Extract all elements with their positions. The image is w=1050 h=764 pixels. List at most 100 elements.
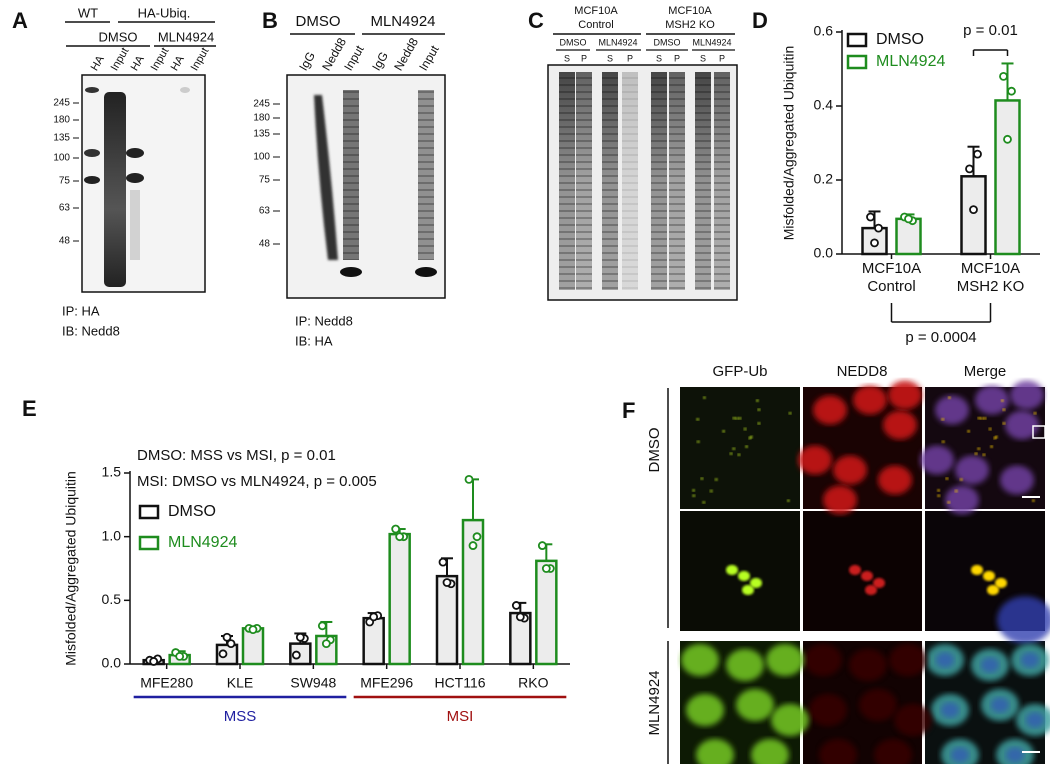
cell [994, 435, 998, 439]
blot-note: IB: Nedd8 [62, 323, 120, 338]
cell [853, 385, 887, 415]
cell [732, 447, 736, 450]
cell [977, 447, 981, 450]
annotation: p = 0.01 [963, 22, 1018, 39]
cell [1002, 422, 1006, 425]
cell [920, 445, 954, 475]
x-tick-label: MFE280 [140, 675, 193, 691]
cell-line-label: Control [578, 19, 613, 31]
cell [947, 501, 951, 504]
y-tick-label: 1.5 [102, 464, 122, 480]
cell [935, 395, 969, 425]
cell [889, 643, 927, 677]
bar [960, 175, 987, 256]
lane-label: Input [416, 42, 442, 73]
row-label: MLN4924 [646, 670, 663, 735]
cell-line-label: MCF10A [574, 5, 618, 17]
marker-label: 135 [253, 129, 270, 140]
x-tick-label-box: MCF10A Control [861, 260, 922, 295]
lane-bands [651, 72, 667, 290]
blot-note: IP: Nedd8 [295, 313, 353, 328]
cell [888, 380, 922, 410]
legend-label: MLN4924 [168, 534, 237, 551]
data-point [874, 223, 883, 233]
cell [861, 570, 873, 582]
cell [702, 501, 706, 504]
y-tick-label: 0.4 [814, 97, 834, 113]
cell [743, 427, 747, 431]
treatment-label: DMSO [296, 13, 341, 30]
cell [686, 693, 724, 727]
cell [849, 564, 861, 576]
cell [954, 489, 958, 493]
marker-label: 63 [59, 203, 71, 214]
data-point [395, 532, 405, 542]
data-point [295, 632, 305, 642]
data-point [175, 651, 185, 661]
annotation: MSI: DMSO vs MLN4924, p = 0.005 [137, 473, 377, 490]
error-bar [967, 145, 980, 177]
group-label: MSS [224, 708, 257, 725]
cell [738, 570, 750, 582]
y-tick-label: 0.5 [102, 591, 122, 607]
blot-a [81, 74, 206, 293]
panel-letter: D [752, 8, 768, 33]
cell [873, 577, 885, 589]
legend-swatch [846, 54, 868, 70]
cell [798, 445, 832, 475]
cell [947, 396, 951, 399]
x-tick-label: RKO [518, 675, 548, 691]
cell [696, 738, 734, 764]
y-axis-label: Misfolded/Aggregated Ubiquitin [63, 471, 79, 666]
cell [874, 738, 912, 764]
cell [997, 596, 1050, 644]
legend-label: DMSO [876, 31, 924, 48]
data-point [321, 639, 331, 649]
y-tick-label: 1.0 [102, 527, 122, 543]
cell [809, 693, 847, 727]
blot-note: IP: HA [62, 303, 100, 318]
cell [865, 584, 877, 596]
cell [1000, 465, 1034, 495]
data-point [999, 72, 1008, 81]
cell [990, 445, 994, 448]
cell [709, 489, 713, 493]
data-point [515, 612, 525, 622]
marker-label: 75 [59, 176, 71, 187]
lane-bands [576, 72, 592, 290]
cell [738, 417, 742, 420]
cell [955, 455, 989, 485]
cell [971, 564, 983, 576]
data-point [248, 625, 258, 635]
panel-letter: B [262, 8, 278, 33]
bar [895, 217, 922, 256]
treatment-label: DMSO [99, 29, 138, 44]
data-point [369, 612, 379, 622]
cell-line-label: MSH2 KO [665, 19, 715, 31]
panel-letter: E [22, 396, 37, 421]
data-point [541, 564, 551, 573]
lane-label: HA [129, 53, 147, 73]
annotation: p = 0.0004 [905, 329, 976, 346]
cell [975, 385, 1009, 415]
legend-swatch [138, 535, 160, 551]
fraction-label: S [700, 53, 706, 63]
row-label: DMSO [646, 428, 663, 473]
marker-label: 180 [53, 115, 70, 126]
marker-label: 245 [53, 98, 70, 109]
cell [937, 494, 941, 498]
x-tick-label: MCF10A Control [861, 260, 922, 295]
cell [1005, 410, 1039, 440]
data-point [973, 149, 982, 159]
cell [967, 429, 971, 433]
cell [982, 453, 986, 457]
cell [1010, 380, 1044, 410]
lane-bands [622, 72, 638, 290]
data-point [291, 650, 301, 660]
cell [988, 427, 992, 431]
data-point [438, 557, 448, 567]
marker-label: 100 [253, 152, 270, 163]
blot-c [547, 64, 738, 301]
marker-label: 48 [259, 239, 271, 250]
